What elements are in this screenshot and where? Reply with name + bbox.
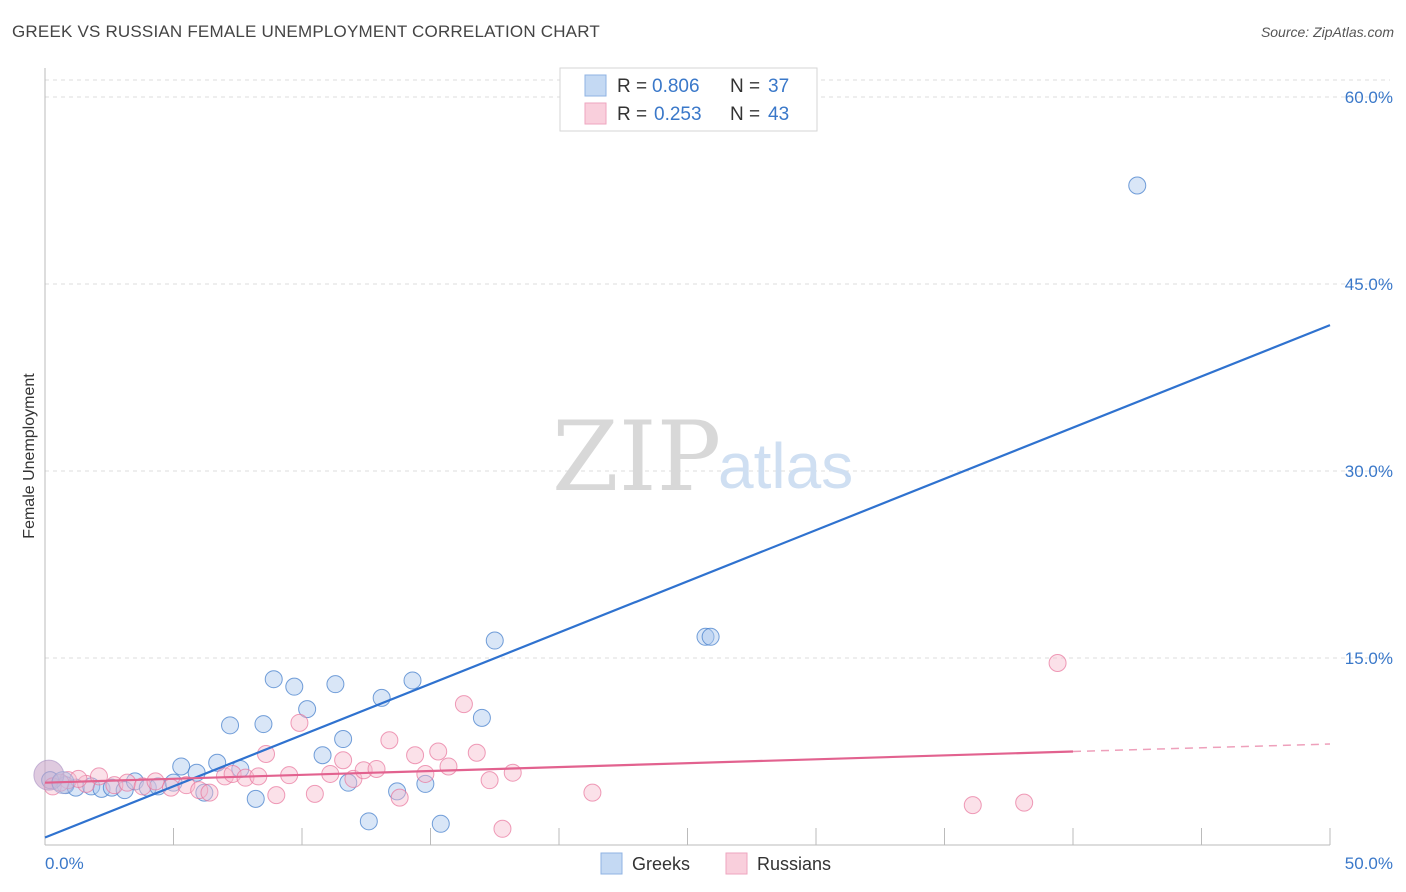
russians-point	[503, 763, 522, 782]
greeks-n-value: 37	[768, 76, 789, 97]
russians-point	[416, 764, 435, 783]
greeks-point	[264, 670, 283, 689]
russians-point	[583, 783, 602, 802]
greeks-point	[298, 700, 317, 719]
russians-legend-swatch	[584, 102, 607, 125]
russians-point	[267, 786, 286, 805]
greeks-n-label: N =	[730, 76, 760, 97]
greeks-point	[701, 627, 720, 646]
russians-point	[354, 761, 373, 780]
greeks-point	[254, 715, 273, 734]
russians-r-label: R =	[617, 104, 647, 125]
greeks-point	[195, 783, 214, 802]
greeks-trend-line	[44, 324, 1331, 839]
x-tick-label-max: 50.0%	[1345, 854, 1393, 873]
russians-point	[390, 788, 409, 807]
trend-lines	[44, 324, 1331, 839]
y-axis-label: Female Unemployment	[21, 373, 38, 539]
greeks-point	[696, 627, 715, 646]
y-tick-label: 30.0%	[1345, 462, 1393, 481]
axes	[44, 68, 1331, 846]
chart-title: GREEK VS RUSSIAN FEMALE UNEMPLOYMENT COR…	[12, 22, 600, 41]
russians-r-value: 0.253	[654, 104, 702, 125]
russians-point	[367, 759, 386, 778]
russians-point	[1015, 793, 1034, 812]
russians-point	[118, 773, 137, 792]
russians-point	[480, 771, 499, 790]
greeks-point	[246, 789, 265, 808]
russians-point	[334, 751, 353, 770]
greeks-legend-swatch	[584, 74, 607, 97]
y-tick-label: 15.0%	[1345, 649, 1393, 668]
russians-point	[467, 743, 486, 762]
greeks-point	[431, 814, 450, 833]
russians-n-label: N =	[730, 104, 760, 125]
y-tick-label: 60.0%	[1345, 88, 1393, 107]
russians-point	[439, 757, 458, 776]
russians-point	[89, 767, 108, 786]
russians-point	[190, 781, 209, 800]
greeks-point	[221, 716, 240, 735]
russians-n-value: 43	[768, 104, 789, 125]
watermark-zip: ZIP	[552, 401, 721, 513]
greeks-point	[334, 730, 353, 749]
greeks-series-label: Greeks	[632, 854, 690, 874]
russians-point	[429, 742, 448, 761]
greeks-point	[1128, 176, 1147, 195]
x-tick-label-min: 0.0%	[45, 854, 84, 873]
russians-point	[290, 713, 309, 732]
greeks-r-value: 0.806	[652, 76, 700, 97]
greeks-point	[485, 631, 504, 650]
greeks-r-label: R =	[617, 76, 647, 97]
russians-point	[1048, 653, 1067, 672]
gridlines	[45, 79, 1390, 659]
chart-source: Source: ZipAtlas.com	[1260, 24, 1394, 40]
russians-point	[454, 695, 473, 714]
russians-trend-line	[44, 750, 1074, 784]
russians-point	[200, 783, 219, 802]
greeks-series-swatch	[600, 852, 623, 875]
greeks-point	[359, 812, 378, 831]
greeks-point	[403, 671, 422, 690]
series-legend: Greeks Russians	[600, 852, 831, 875]
russians-series-swatch	[725, 852, 748, 875]
russians-point	[257, 744, 276, 763]
tick-labels: 15.0% 30.0% 45.0% 60.0% 0.0% 50.0%	[45, 88, 1393, 873]
russians-point	[305, 784, 324, 803]
russians-trend-extension	[1072, 743, 1331, 753]
russians-point	[146, 772, 165, 791]
greeks-point	[285, 677, 304, 696]
watermark-atlas: atlas	[718, 430, 853, 502]
y-tick-label: 45.0%	[1345, 275, 1393, 294]
greeks-point	[416, 774, 435, 793]
watermark: ZIP atlas	[552, 401, 853, 513]
stats-legend: R = 0.806 N = 37 R = 0.253 N = 43	[559, 67, 818, 132]
greeks-point	[326, 675, 345, 694]
russians-point	[963, 796, 982, 815]
russians-point	[380, 731, 399, 750]
greeks-point	[172, 757, 191, 776]
greeks-point	[472, 708, 491, 727]
russians-point	[493, 819, 512, 838]
greeks-point	[313, 746, 332, 765]
russians-series-label: Russians	[757, 854, 831, 874]
russians-point	[406, 746, 425, 765]
